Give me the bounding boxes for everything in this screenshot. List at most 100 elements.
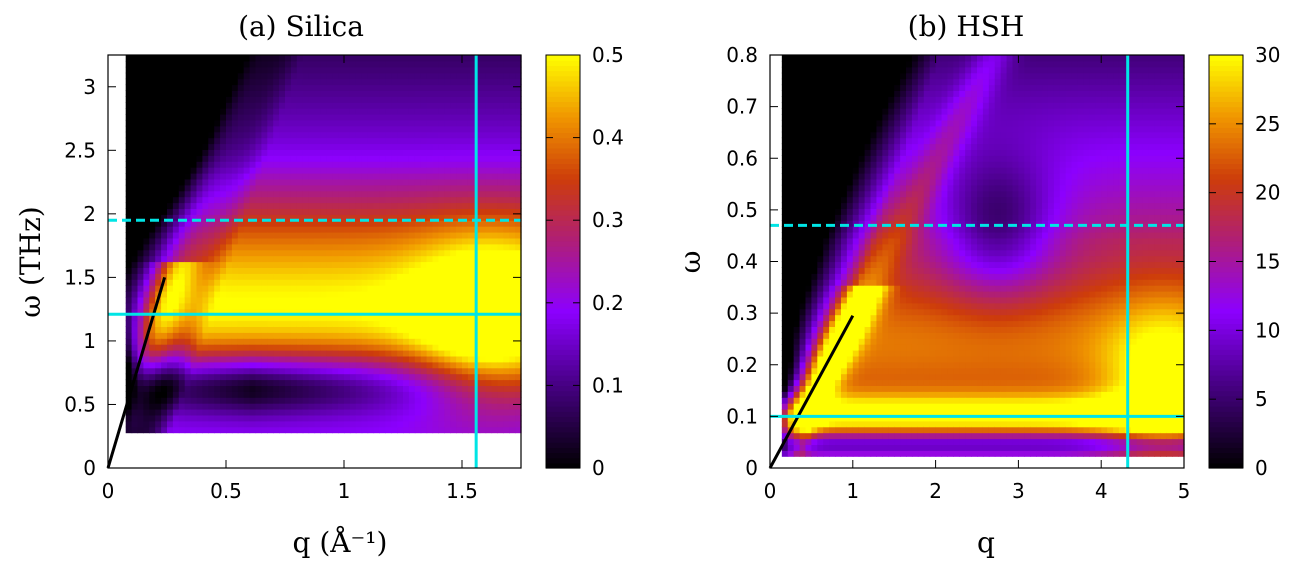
heatmap-cell [479,291,487,298]
heatmap-cell [805,196,812,204]
heatmap-cell [279,232,286,239]
heatmap-cell [184,119,192,127]
heatmap-cell [355,296,363,304]
heatmap-cell [823,308,830,316]
heatmap-cell [414,285,422,292]
heatmap-cell [420,84,428,91]
heatmap-cell [344,285,351,292]
heatmap-cell [391,243,398,251]
heatmap-cell [267,414,274,422]
heatmap-cell [290,190,298,198]
heatmap-cell [184,96,192,103]
heatmap-cell [143,291,150,298]
heatmap-cell [373,373,380,381]
heatmap-cell [397,267,404,274]
heatmap-cell [226,161,233,168]
heatmap-cell [509,285,516,292]
heatmap-cell [462,397,469,404]
heatmap-cell [208,296,215,304]
heatmap-cell [781,149,789,156]
heatmap-cell [155,119,162,127]
heatmap-cell [137,255,144,263]
heatmap-cell [408,385,416,392]
heatmap-cell [290,267,298,274]
heatmap-cell [408,261,416,268]
heatmap-cell [403,291,410,298]
heatmap-cell [261,296,268,304]
heatmap-cell [214,84,221,91]
heatmap-cell [385,184,392,192]
heatmap-cell [290,367,298,375]
heatmap-cell [267,397,274,404]
heatmap-cell [793,167,801,174]
heatmap-cell [426,308,434,316]
heatmap-cell [781,302,789,310]
heatmap-cell [361,296,369,304]
heatmap-cell [787,167,795,174]
heatmap-cell [367,243,375,251]
heatmap-cell [243,308,251,316]
heatmap-cell [237,143,245,150]
heatmap-cell [344,350,351,357]
heatmap-cell [172,102,180,109]
heatmap-cell [811,84,818,91]
heatmap-cell [285,308,292,316]
heatmap-cell [155,409,162,416]
heatmap-cell [450,255,457,263]
heatmap-cell [167,367,174,375]
heatmap-cell [290,202,298,209]
heatmap-cell [497,285,504,292]
heatmap-cell [220,332,227,339]
heatmap-cell [793,72,801,80]
heatmap-cell [178,314,186,322]
heatmap-cell [450,302,457,310]
heatmap-cell [349,414,357,422]
heatmap-cell [302,267,310,274]
heatmap-cell [243,326,251,333]
heatmap-cell [314,350,321,357]
heatmap-cell [503,314,510,322]
heatmap-cell [214,403,221,410]
heatmap-cell [426,379,434,386]
heatmap-cell [220,226,227,233]
heatmap-cell [349,403,357,410]
heatmap-cell [296,273,304,280]
heatmap-cell [202,414,209,422]
heatmap-cell [338,409,345,416]
heatmap-cell [125,196,133,204]
heatmap-cell [255,261,262,268]
heatmap-cell [355,373,363,381]
heatmap-cell [781,373,789,381]
heatmap-cell [467,279,475,286]
heatmap-cell [220,338,227,345]
heatmap-cell [226,208,233,215]
heatmap-cell [279,420,286,428]
heatmap-cell [823,55,830,62]
heatmap-cell [249,167,257,174]
heatmap-cell [202,420,209,428]
heatmap-cell [167,332,174,339]
heatmap-cell [799,173,807,180]
heatmap-cell [261,261,268,268]
heatmap-cell [361,184,369,192]
heatmap-cell [491,208,498,215]
heatmap-cell [349,320,357,327]
heatmap-cell [172,96,180,103]
heatmap-cell [497,355,504,363]
heatmap-cell [805,125,812,133]
heatmap-cell [467,84,475,91]
heatmap-cell [255,426,262,434]
heatmap-cell [131,403,139,410]
heatmap-cell [373,414,380,422]
heatmap-cell [178,119,186,127]
heatmap-cell [444,66,451,74]
heatmap-cell [172,403,180,410]
heatmap-cell [391,344,398,351]
heatmap-cell [450,267,457,274]
heatmap-cell [273,355,280,363]
heatmap-cell [414,332,422,339]
heatmap-cell [444,202,451,209]
heatmap-cell [137,167,144,174]
heatmap-cell [208,267,215,274]
heatmap-cell [302,60,310,68]
